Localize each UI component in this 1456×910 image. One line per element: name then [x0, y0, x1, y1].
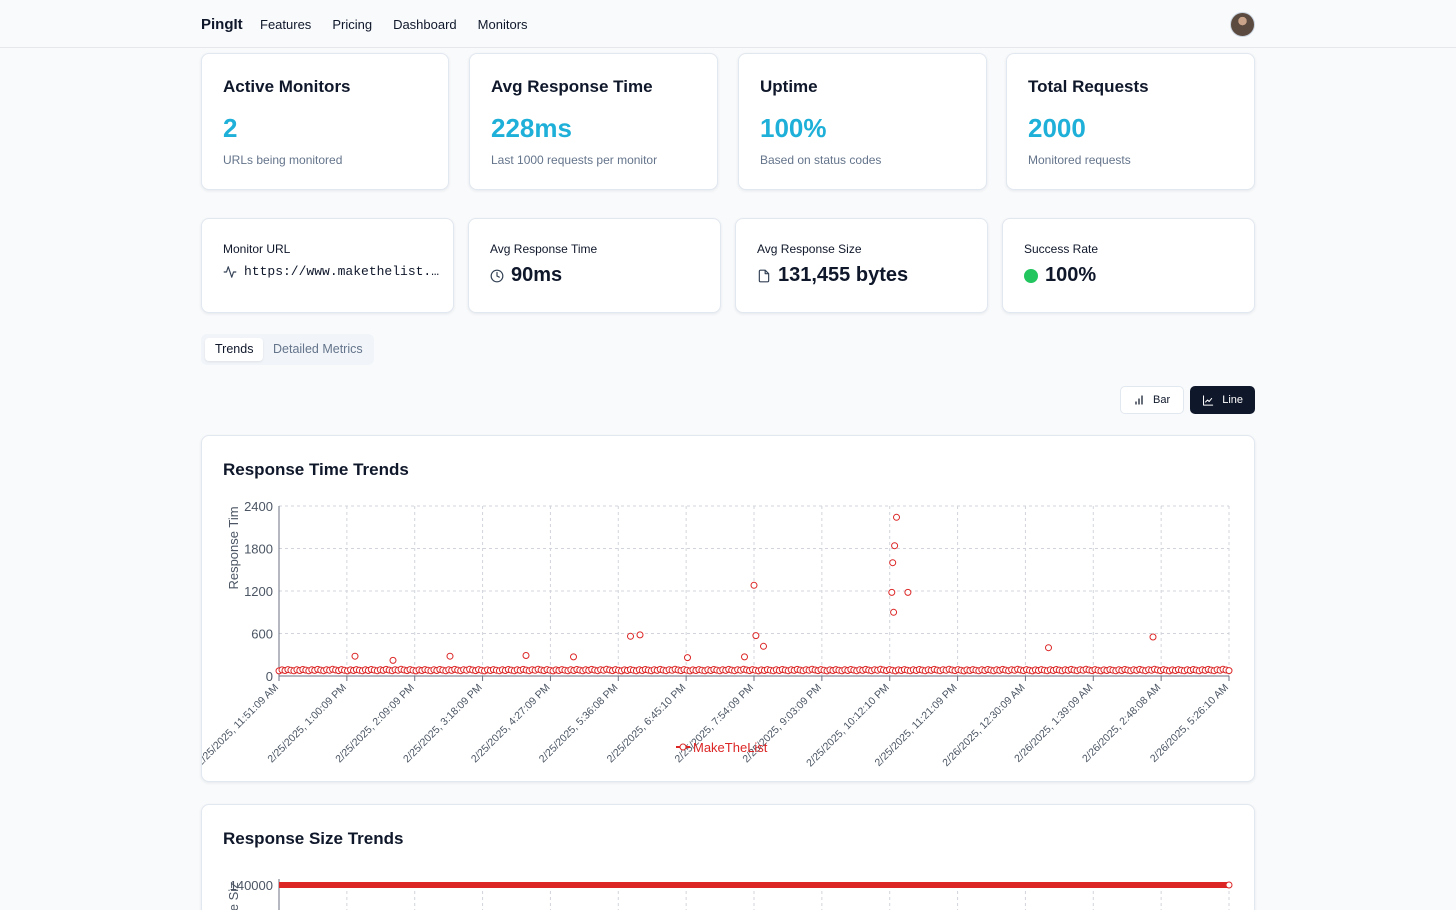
- stat-subtitle: URLs being monitored: [223, 153, 343, 167]
- activity-icon: [223, 265, 237, 278]
- status-dot-icon: [1024, 268, 1038, 283]
- data-point-spike: [750, 581, 758, 589]
- y-tick-label: 600: [251, 627, 273, 642]
- nav-link-features[interactable]: Features: [260, 17, 312, 32]
- data-point-spike: [890, 608, 898, 616]
- nav-link-dashboard[interactable]: Dashboard: [393, 17, 457, 32]
- data-point-spike: [522, 652, 530, 659]
- nav-link-pricing[interactable]: Pricing: [332, 17, 373, 32]
- line-chart-button[interactable]: Line: [1190, 386, 1255, 414]
- data-point-spike: [893, 513, 900, 521]
- bar-chart-button[interactable]: Bar: [1120, 386, 1184, 414]
- data-point-spike: [389, 656, 397, 664]
- top-navigation: PingIt Features Pricing Dashboard Monito…: [0, 0, 1456, 48]
- stat-title: Avg Response Time: [491, 77, 653, 96]
- data-point-spike: [904, 588, 912, 596]
- y-axis-title: Response Tim: [226, 506, 241, 589]
- clock-icon: [490, 269, 504, 282]
- data-point-spike: [351, 652, 359, 660]
- avg-response-size-card: Avg Response Size 131,455 bytes: [735, 218, 988, 313]
- response-size-chart-title: Response Size Trends: [223, 829, 404, 848]
- y-axis-title: se Siz: [226, 882, 241, 910]
- legend-label: MakeTheList: [693, 740, 768, 755]
- data-point-spike: [684, 654, 691, 662]
- stat-value: 2: [223, 113, 238, 143]
- stat-subtitle: Based on status codes: [760, 153, 882, 167]
- data-point-spike: [760, 642, 767, 650]
- success-rate-value: 100%: [1045, 264, 1097, 286]
- y-tick-label: 1800: [244, 542, 273, 557]
- data-point-spike: [752, 632, 760, 640]
- file-icon: [758, 269, 770, 282]
- stat-subtitle: Last 1000 requests per monitor: [491, 153, 658, 167]
- brand-logo[interactable]: PingIt: [201, 16, 243, 33]
- line-chart-icon: [1203, 394, 1214, 406]
- y-tick-label: 0: [266, 669, 273, 684]
- user-avatar[interactable]: [1230, 12, 1255, 37]
- y-tick-label: 140000: [230, 878, 273, 893]
- y-tick-label: 1200: [244, 584, 273, 599]
- stat-card-total-requests: Total Requests 2000 Monitored requests: [1006, 53, 1255, 190]
- data-point-spike: [1045, 644, 1052, 652]
- data-point-spike: [888, 588, 896, 596]
- view-tabs: Trends Detailed Metrics: [201, 334, 374, 365]
- tab-trends[interactable]: Trends: [205, 338, 264, 361]
- data-point-spike: [1149, 633, 1157, 641]
- monitor-url[interactable]: https://www.makethelist.…: [244, 264, 440, 279]
- data-point-spike: [446, 652, 454, 660]
- response-time-chart-card: Response Time Trends 0 600 1200 1800 2400 2/2…: [201, 435, 1255, 782]
- stat-title: Total Requests: [1028, 77, 1149, 96]
- bar-chart-icon: [1135, 395, 1143, 405]
- avg-response-time-label: Avg Response Time: [490, 242, 598, 256]
- data-point-end: [1225, 881, 1233, 889]
- avg-response-time-value: 90ms: [511, 264, 563, 286]
- nav-link-monitors[interactable]: Monitors: [477, 17, 528, 32]
- response-size-chart-card: Response Size Trends 140000 se Siz: [201, 804, 1255, 910]
- data-point-spike: [889, 559, 897, 567]
- stat-title: Active Monitors: [223, 77, 351, 96]
- line-button-label: Line: [1222, 394, 1243, 406]
- data-point-spike: [627, 632, 634, 640]
- stat-value: 100%: [760, 113, 827, 143]
- stat-card-uptime: Uptime 100% Based on status codes: [738, 53, 987, 190]
- bar-button-label: Bar: [1153, 394, 1171, 406]
- stat-card-avg-response-time: Avg Response Time 228ms Last 1000 reques…: [469, 53, 718, 190]
- stat-card-active-monitors: Active Monitors 2 URLs being monitored: [201, 53, 449, 190]
- success-rate-label: Success Rate: [1024, 242, 1099, 256]
- avg-response-size-label: Avg Response Size: [757, 242, 862, 256]
- avg-response-time-card: Avg Response Time 90ms: [468, 218, 721, 313]
- y-tick-label: 2400: [244, 499, 273, 514]
- stat-subtitle: Monitored requests: [1028, 153, 1131, 167]
- stat-value: 2000: [1028, 113, 1086, 143]
- data-point-spike: [891, 542, 899, 550]
- data-point-spike: [636, 631, 644, 639]
- data-point: [1225, 667, 1233, 675]
- response-time-chart-title: Response Time Trends: [223, 460, 409, 479]
- nav-links: Features Pricing Dashboard Monitors: [260, 17, 528, 32]
- success-rate-card: Success Rate 100%: [1002, 218, 1255, 313]
- avg-response-size-value: 131,455 bytes: [778, 264, 909, 286]
- tab-detailed-metrics[interactable]: Detailed Metrics: [273, 342, 363, 356]
- data-point-spike: [741, 653, 748, 661]
- x-tick-label: 2/26/2025, 5:26:10 AM: [1148, 682, 1231, 765]
- stat-title: Uptime: [760, 77, 818, 96]
- monitor-url-card: Monitor URL https://www.makethelist.…: [201, 218, 454, 313]
- data-point-spike: [570, 653, 577, 661]
- legend-marker: [679, 743, 687, 751]
- monitor-url-label: Monitor URL: [223, 242, 291, 256]
- stat-value: 228ms: [491, 113, 572, 143]
